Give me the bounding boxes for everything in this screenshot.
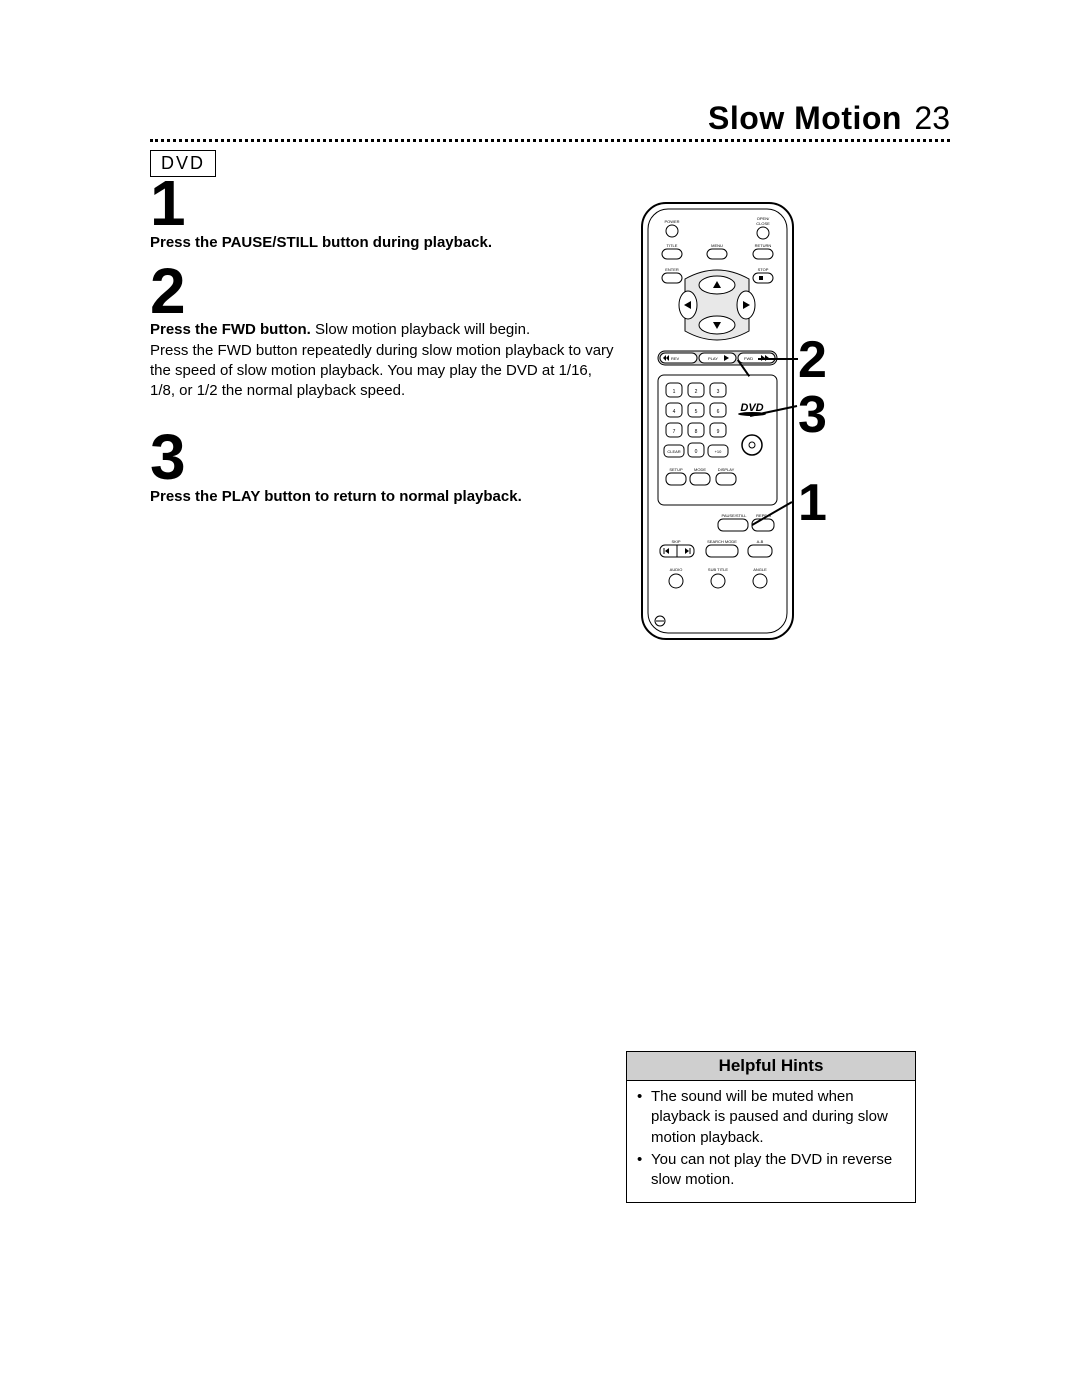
step-2-rest: Slow motion playback will begin. (311, 321, 530, 338)
callout-3: 3 (798, 385, 827, 445)
page-number: 23 (914, 100, 950, 136)
step-1-text: Press the PAUSE/STILL button during play… (150, 234, 492, 251)
step-2-para: Press the FWD button repeatedly during s… (150, 341, 620, 402)
step-2: 2 Press the FWD button. Slow motion play… (150, 263, 620, 402)
label-display: DISPLAY (718, 467, 735, 472)
hint-item: You can not play the DVD in reverse slow… (651, 1150, 905, 1191)
helpful-hints-box: Helpful Hints •The sound will be muted w… (626, 1051, 916, 1203)
label-skip: SKIP (671, 539, 680, 544)
label-angle: ANGLE (753, 567, 767, 572)
svg-text:5: 5 (695, 409, 698, 415)
svg-text:0: 0 (695, 449, 698, 455)
callout-line-2 (758, 358, 798, 360)
remote-illustration: POWER OPEN/ CLOSE TITLE MENU RETURN ENTE… (640, 201, 795, 646)
helpful-hints-title: Helpful Hints (626, 1051, 916, 1080)
svg-text:1: 1 (673, 389, 676, 395)
svg-text:9: 9 (717, 429, 720, 435)
label-searchmode: SEARCH MODE (707, 539, 737, 544)
label-play: PLAY (708, 356, 718, 361)
label-title: TITLE (667, 243, 678, 248)
step-3: 3 Press the PLAY button to return to nor… (150, 429, 620, 507)
callout-2: 2 (798, 330, 827, 390)
label-power: POWER (664, 219, 679, 224)
label-fwd: FWD (744, 356, 753, 361)
label-ab: A-B (757, 539, 764, 544)
page-header: Slow Motion 23 (150, 100, 950, 137)
label-mode: MODE (694, 467, 706, 472)
svg-text:7: 7 (673, 429, 676, 435)
label-menu: MENU (711, 243, 723, 248)
svg-text:2: 2 (695, 389, 698, 395)
dotted-rule (150, 139, 950, 142)
label-stop: STOP (758, 267, 769, 272)
svg-text:4: 4 (673, 409, 676, 415)
step-2-bold: Press the FWD button. (150, 321, 311, 338)
step-number: 1 (150, 175, 620, 233)
label-subtitle: SUB TITLE (708, 567, 728, 572)
step-number: 3 (150, 429, 620, 487)
label-enter: ENTER (665, 267, 679, 272)
step-1: 1 Press the PAUSE/STILL button during pl… (150, 175, 620, 253)
svg-text:3: 3 (717, 389, 720, 395)
label-plus10: +10 (715, 449, 723, 454)
svg-text:6: 6 (717, 409, 720, 415)
svg-text:8: 8 (695, 429, 698, 435)
callout-1: 1 (798, 473, 827, 533)
label-clear: CLEAR (667, 449, 680, 454)
label-return: RETURN (755, 243, 772, 248)
step-3-text: Press the PLAY button to return to norma… (150, 488, 522, 505)
step-number: 2 (150, 263, 620, 321)
label-setup: SETUP (669, 467, 683, 472)
label-audio: AUDIO (670, 567, 683, 572)
label-pausestill: PAUSE/STILL (721, 513, 747, 518)
label-rev: REV (671, 356, 680, 361)
page-title: Slow Motion (708, 100, 902, 136)
hint-item: The sound will be muted when playback is… (651, 1087, 905, 1148)
svg-text:CLOSE: CLOSE (756, 221, 770, 226)
instructions-column: 1 Press the PAUSE/STILL button during pl… (150, 175, 620, 507)
